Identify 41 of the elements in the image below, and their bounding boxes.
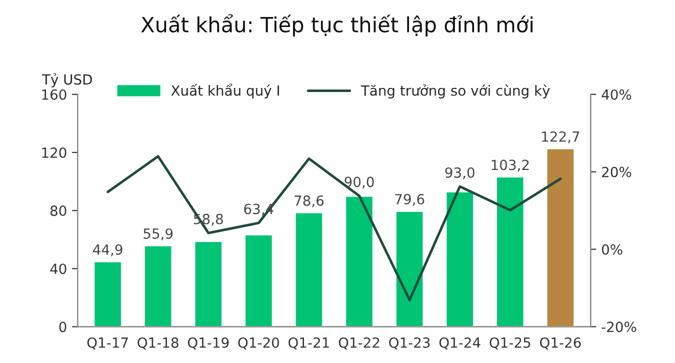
y-tick-label: 120: [42, 147, 66, 158]
data-label: 103,2: [492, 160, 529, 172]
x-tick-label: Q1-21: [288, 337, 329, 350]
bar: [244, 234, 274, 327]
y-tick-label: 40: [50, 264, 66, 274]
data-label: 122,7: [542, 131, 580, 144]
y2-tick-label: -20%: [602, 322, 636, 332]
bar: [194, 240, 223, 327]
x-tick-label: Q1-23: [389, 337, 430, 350]
y2-tick-label: 20%: [602, 166, 632, 178]
x-tick-label: Q1-25: [490, 337, 530, 350]
bar: [445, 190, 474, 327]
chart-title: Xuất khẩu: Tiếp tục thiết lập đỉnh mới: [141, 14, 533, 37]
data-label: 78,6: [294, 195, 324, 208]
x-tick-label: Q1-19: [188, 337, 229, 350]
bar: [144, 244, 173, 327]
legend-label: Tăng trưởng so với cùng kỳ: [360, 84, 550, 98]
bar: [395, 210, 424, 327]
data-label: 90,0: [344, 176, 374, 189]
bar: [496, 176, 525, 327]
y-axis-title: Tỷ USD: [42, 73, 92, 88]
bar: [344, 195, 374, 327]
y-tick-label: 80: [50, 206, 66, 216]
data-label: 79,6: [395, 194, 424, 206]
data-label: 44,9: [93, 244, 122, 256]
y2-tick-label: 0%: [602, 244, 622, 255]
x-tick-label: Q1-26: [540, 337, 581, 350]
x-tick-label: Q1-18: [138, 337, 178, 350]
x-tick-label: Q1-24: [439, 337, 480, 350]
data-label: 93,0: [445, 167, 474, 180]
bar: [93, 260, 122, 327]
legend-label: Xuất khẩu quý I: [171, 84, 279, 98]
x-tick-label: Q1-17: [87, 337, 128, 350]
bar: [546, 148, 575, 327]
data-label: 55,9: [144, 228, 173, 240]
x-tick-label: Q1-22: [338, 337, 380, 350]
x-tick-label: Q1-20: [238, 337, 279, 350]
bar: [294, 212, 324, 327]
y-tick-label: 0: [59, 322, 66, 332]
y2-tick-label: 40%: [602, 89, 632, 100]
y-tick-label: 160: [42, 89, 66, 100]
